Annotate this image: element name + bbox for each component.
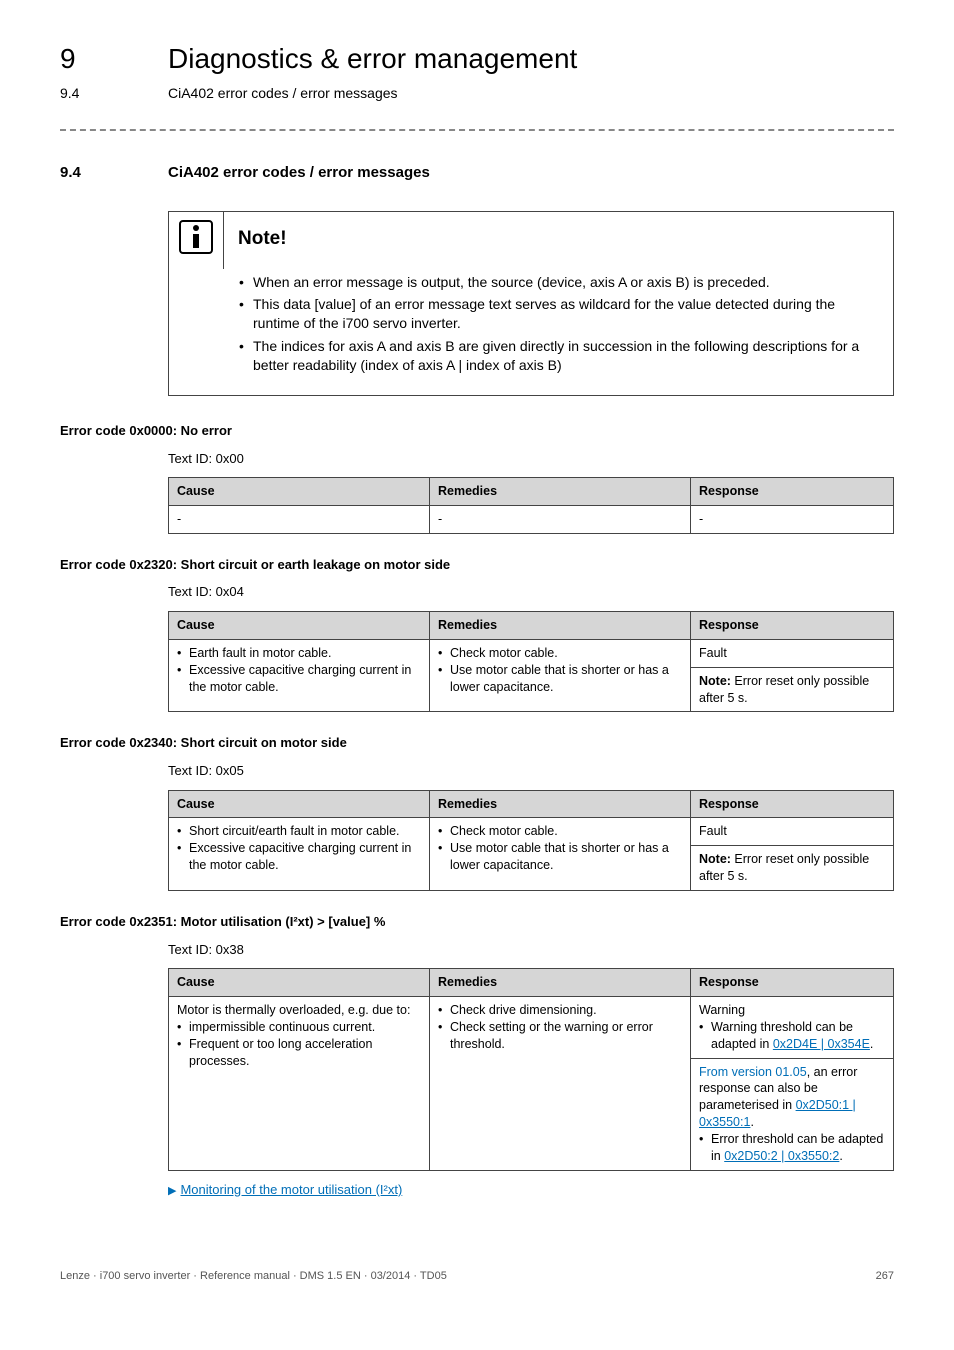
th-remedies: Remedies: [430, 969, 691, 997]
th-response: Response: [691, 969, 894, 997]
triangle-icon: ▶: [168, 1185, 176, 1197]
th-remedies: Remedies: [430, 611, 691, 639]
th-cause: Cause: [169, 969, 430, 997]
error-title: Error code 0x2340: Short circuit on moto…: [60, 734, 894, 752]
breadcrumb: 9.4 CiA402 error codes / error messages: [60, 84, 894, 103]
note-lead: Note:: [699, 674, 734, 688]
link-index[interactable]: 0x2D4E | 0x354E: [773, 1037, 870, 1051]
list-item: impermissible continuous current.: [177, 1019, 421, 1036]
error-title: Error code 0x2351: Motor utilisation (I²…: [60, 913, 894, 931]
breadcrumb-number: 9.4: [60, 84, 120, 103]
note-title: Note!: [224, 212, 301, 262]
list-item: Frequent or too long acceleration proces…: [177, 1036, 421, 1070]
cell-remedies: -: [430, 505, 691, 533]
list-item: Warning threshold can be adapted in 0x2D…: [699, 1019, 885, 1053]
version-text: From version 01.05: [699, 1065, 807, 1079]
list-item: Check drive dimensioning.: [438, 1002, 682, 1019]
th-remedies: Remedies: [430, 790, 691, 818]
footer-left: Lenze · i700 servo inverter · Reference …: [60, 1269, 447, 1284]
section-heading: 9.4 CiA402 error codes / error messages: [60, 163, 894, 183]
th-remedies: Remedies: [430, 478, 691, 506]
text-id: Text ID: 0x04: [168, 583, 894, 601]
error-table: Cause Remedies Response Short circuit/ea…: [168, 790, 894, 892]
th-cause: Cause: [169, 478, 430, 506]
response-bottom: Note: Error reset only possible after 5 …: [691, 846, 893, 890]
error-title: Error code 0x0000: No error: [60, 422, 894, 440]
note-header: Note!: [169, 212, 893, 269]
response-head: Warning: [699, 1003, 745, 1017]
cell-response: Warning Warning threshold can be adapted…: [691, 996, 894, 1170]
cell-cause: Short circuit/earth fault in motor cable…: [169, 818, 430, 891]
cell-response: Fault Note: Error reset only possible af…: [691, 818, 894, 891]
error-table: Cause Remedies Response Earth fault in m…: [168, 611, 894, 713]
breadcrumb-text: CiA402 error codes / error messages: [168, 84, 398, 103]
list-item: Earth fault in motor cable.: [177, 645, 421, 662]
info-icon: [179, 220, 213, 254]
cell-cause: Earth fault in motor cable. Excessive ca…: [169, 639, 430, 712]
text: .: [839, 1149, 842, 1163]
response-bottom: From version 01.05, an error response ca…: [691, 1059, 893, 1170]
text: .: [870, 1037, 873, 1051]
page-footer: Lenze · i700 servo inverter · Reference …: [60, 1269, 894, 1284]
cell-remedies: Check motor cable. Use motor cable that …: [430, 639, 691, 712]
cause-lead: Motor is thermally overloaded, e.g. due …: [177, 1003, 410, 1017]
list-item: Short circuit/earth fault in motor cable…: [177, 823, 421, 840]
response-bottom: Note: Error reset only possible after 5 …: [691, 668, 893, 712]
error-title: Error code 0x2320: Short circuit or eart…: [60, 556, 894, 574]
chapter-heading: 9 Diagnostics & error management: [60, 40, 894, 78]
note-icon-wrap: [169, 212, 224, 269]
error-table: Cause Remedies Response - - -: [168, 477, 894, 534]
text-id: Text ID: 0x00: [168, 450, 894, 468]
cell-response: -: [691, 505, 894, 533]
note-box: Note! When an error message is output, t…: [168, 211, 894, 396]
note-item: The indices for axis A and axis B are gi…: [239, 337, 873, 375]
link-index[interactable]: 0x2D50:2 | 0x3550:2: [724, 1149, 839, 1163]
error-table: Cause Remedies Response Motor is thermal…: [168, 968, 894, 1171]
response-top: Fault: [691, 818, 893, 846]
section-number: 9.4: [60, 163, 120, 183]
th-response: Response: [691, 478, 894, 506]
response-top: Fault: [691, 640, 893, 668]
list-item: Check setting or the warning or error th…: [438, 1019, 682, 1053]
note-item: This data [value] of an error message te…: [239, 295, 873, 333]
text-id: Text ID: 0x05: [168, 762, 894, 780]
error-block: Error code 0x2320: Short circuit or eart…: [60, 556, 894, 713]
text-id: Text ID: 0x38: [168, 941, 894, 959]
cross-reference: ▶ Monitoring of the motor utilisation (I²…: [168, 1181, 894, 1199]
list-item: Error threshold can be adapted in 0x2D50…: [699, 1131, 885, 1165]
cell-cause: -: [169, 505, 430, 533]
error-block: Error code 0x2351: Motor utilisation (I²…: [60, 913, 894, 1199]
list-item: Use motor cable that is shorter or has a…: [438, 840, 682, 874]
list-item: Excessive capacitive charging current in…: [177, 840, 421, 874]
list-item: Check motor cable.: [438, 823, 682, 840]
section-title: CiA402 error codes / error messages: [168, 163, 430, 183]
error-block: Error code 0x2340: Short circuit on moto…: [60, 734, 894, 891]
list-item: Excessive capacitive charging current in…: [177, 662, 421, 696]
note-body: When an error message is output, the sou…: [169, 269, 893, 395]
cell-remedies: Check motor cable. Use motor cable that …: [430, 818, 691, 891]
divider: [60, 129, 894, 131]
list-item: Use motor cable that is shorter or has a…: [438, 662, 682, 696]
th-response: Response: [691, 790, 894, 818]
cell-remedies: Check drive dimensioning. Check setting …: [430, 996, 691, 1170]
cell-response: Fault Note: Error reset only possible af…: [691, 639, 894, 712]
link-monitoring[interactable]: Monitoring of the motor utilisation (I²x…: [180, 1182, 402, 1197]
th-cause: Cause: [169, 790, 430, 818]
list-item: Check motor cable.: [438, 645, 682, 662]
chapter-title: Diagnostics & error management: [168, 40, 577, 78]
note-item: When an error message is output, the sou…: [239, 273, 873, 292]
cell-cause: Motor is thermally overloaded, e.g. due …: [169, 996, 430, 1170]
error-block: Error code 0x0000: No error Text ID: 0x0…: [60, 422, 894, 534]
th-cause: Cause: [169, 611, 430, 639]
chapter-number: 9: [60, 40, 120, 78]
note-lead: Note:: [699, 852, 734, 866]
response-top: Warning Warning threshold can be adapted…: [691, 997, 893, 1059]
page-number: 267: [876, 1269, 894, 1284]
text: .: [750, 1115, 753, 1129]
th-response: Response: [691, 611, 894, 639]
